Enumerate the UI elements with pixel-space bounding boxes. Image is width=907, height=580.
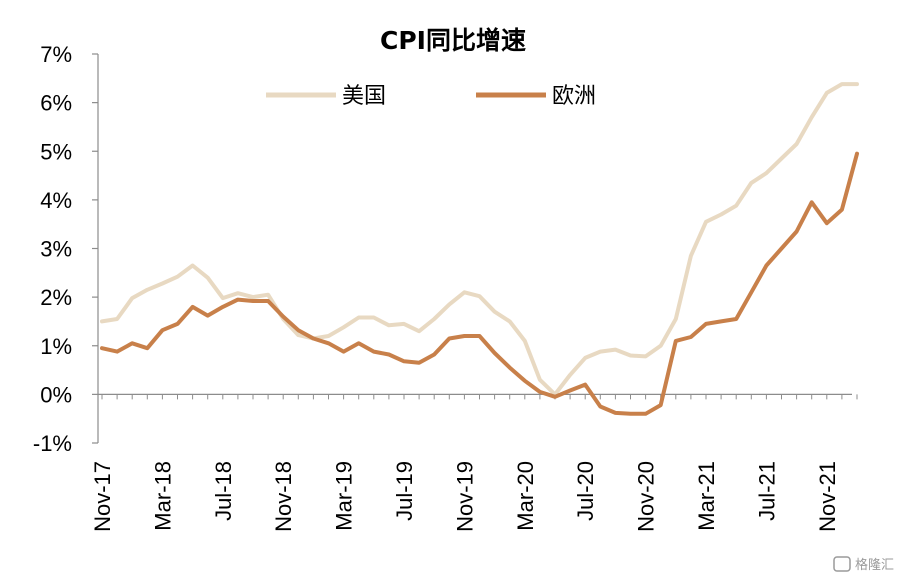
y-tick-label: 5%: [40, 139, 72, 164]
legend-label-1: 欧洲: [552, 84, 596, 109]
x-tick-label: Mar-18: [150, 461, 175, 531]
x-tick-label: Nov-21: [815, 461, 840, 532]
y-tick-label: 4%: [40, 188, 72, 213]
x-tick-label: Jul-18: [211, 461, 236, 521]
chart-axes: -1% 0% 1% 2% 3% 4% 5% 6% 7% Nov-17 Mar-18 Jul-18 Nov…: [33, 42, 858, 532]
x-tick-label: Jul-21: [754, 461, 779, 521]
x-tick-label: Jul-19: [392, 461, 417, 521]
watermark-logo-icon: [833, 556, 851, 572]
y-tick-label: 3%: [40, 237, 72, 262]
x-tick-label: Nov-17: [90, 461, 115, 532]
y-tick-label: -1%: [33, 431, 72, 456]
y-tick-label: 1%: [40, 334, 72, 359]
x-tick-label: Mar-21: [694, 461, 719, 531]
x-tick-label: Jul-20: [573, 461, 598, 521]
series-line-0: [100, 82, 859, 397]
watermark: 格隆汇: [833, 556, 894, 573]
x-tick-label: Mar-19: [332, 461, 357, 531]
y-tick-label: 0%: [40, 382, 72, 407]
legend-label-0: 美国: [342, 84, 386, 109]
y-tick-label: 6%: [40, 91, 72, 116]
series-line-1: [100, 151, 859, 416]
x-tick-label: Nov-19: [452, 461, 477, 532]
x-tick-label: Mar-20: [513, 461, 538, 531]
y-tick-label: 7%: [40, 42, 72, 67]
y-tick-label: 2%: [40, 285, 72, 310]
chart-title: CPI同比增速: [380, 26, 526, 55]
chart-legend: 美国 欧洲: [266, 84, 596, 109]
watermark-text: 格隆汇: [855, 557, 894, 573]
x-tick-label: Nov-18: [271, 461, 296, 532]
x-tick-label: Nov-20: [634, 461, 659, 532]
chart-series: [100, 82, 859, 416]
